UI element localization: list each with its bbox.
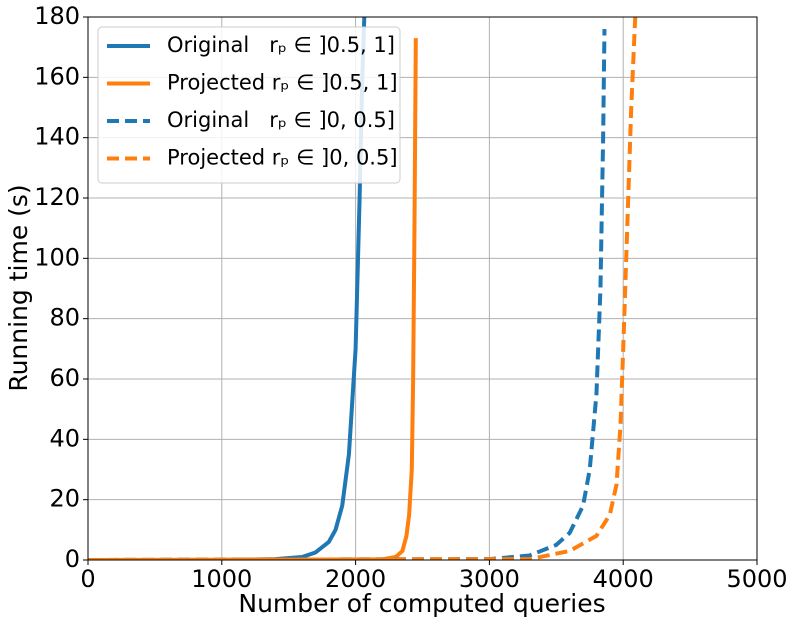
y-tick-label: 140 bbox=[34, 123, 80, 151]
x-tick-label: 4000 bbox=[593, 565, 654, 593]
y-tick-label: 160 bbox=[34, 62, 80, 90]
legend-label: Projected rₚ ∈ ]0.5, 1] bbox=[167, 71, 398, 95]
y-axis-label: Running time (s) bbox=[4, 184, 33, 391]
y-tick-label: 0 bbox=[65, 545, 80, 573]
legend: Original rₚ ∈ ]0.5, 1] Projected rₚ ∈ ]0.… bbox=[97, 26, 401, 184]
x-tick-label: 5000 bbox=[726, 565, 787, 593]
y-tick-label: 120 bbox=[34, 183, 80, 211]
x-axis-label: Number of computed queries bbox=[238, 589, 605, 618]
series-line bbox=[88, 38, 418, 560]
ticks: 0 1000 2000 3000 4000 5000 0 20 40 60 80 100 120 140 1… bbox=[34, 2, 787, 593]
y-tick-label: 40 bbox=[49, 424, 80, 452]
series-line bbox=[88, 17, 638, 560]
plot-frame bbox=[87, 16, 758, 561]
y-tick-label: 20 bbox=[49, 485, 80, 513]
x-tick-label: 0 bbox=[80, 565, 95, 593]
y-tick-label: 100 bbox=[34, 243, 80, 271]
y-tick-label: 180 bbox=[34, 2, 80, 30]
x-tick-label: 3000 bbox=[459, 565, 520, 593]
x-tick-label: 1000 bbox=[191, 565, 252, 593]
x-tick-label: 2000 bbox=[325, 565, 386, 593]
legend-label: Original rₚ ∈ ]0, 0.5] bbox=[167, 108, 395, 132]
legend-label: Original rₚ ∈ ]0.5, 1] bbox=[167, 33, 395, 57]
legend-label: Projected rₚ ∈ ]0, 0.5] bbox=[167, 146, 398, 170]
legend-box bbox=[97, 26, 401, 184]
y-tick-label: 60 bbox=[49, 364, 80, 392]
plot-lines bbox=[88, 17, 638, 560]
y-tick-label: 80 bbox=[49, 304, 80, 332]
